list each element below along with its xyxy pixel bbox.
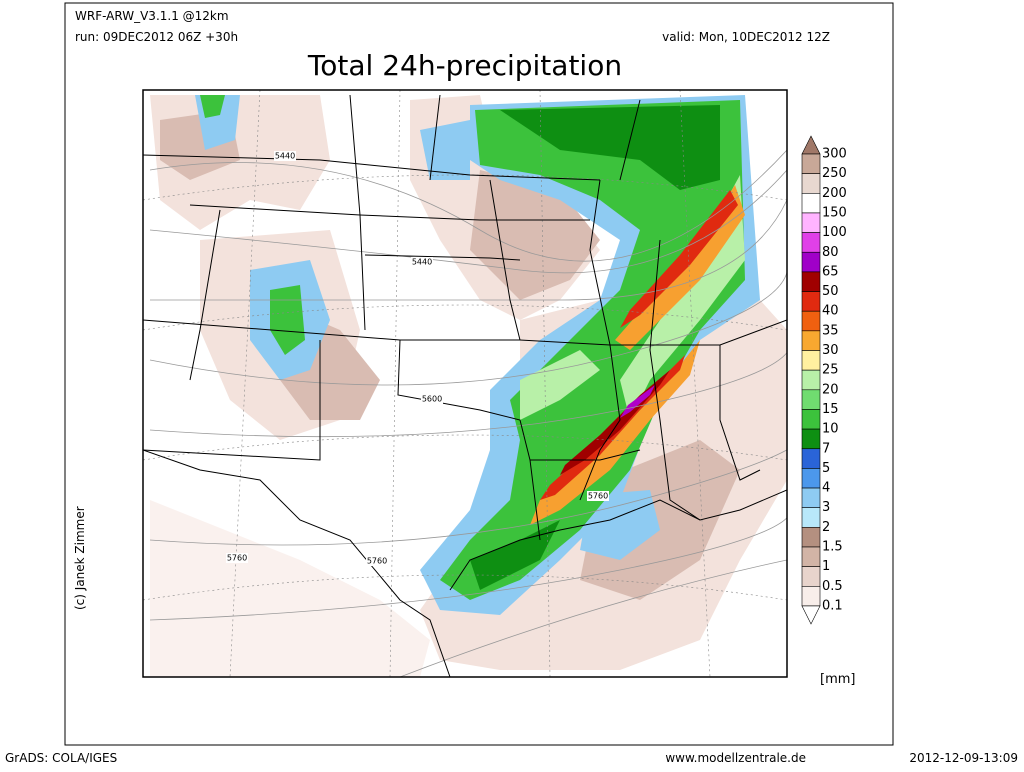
contour-label: 5760 (227, 554, 247, 563)
legend-swatch (801, 291, 821, 312)
map-area (143, 90, 787, 677)
legend-label: 15 (822, 402, 839, 417)
legend-swatch (801, 232, 821, 253)
legend-label: 2 (822, 520, 830, 535)
legend-swatch (801, 546, 821, 567)
legend-swatch (801, 389, 821, 410)
contour-labels: 5440 5440 5600 5760 5760 5760 (226, 151, 609, 566)
legend-swatch (801, 409, 821, 430)
footer-website: www.modellzentrale.de (665, 751, 806, 765)
legend-swatch (801, 350, 821, 371)
legend-label: 50 (822, 284, 839, 299)
legend-label: 200 (822, 186, 847, 201)
borders (143, 94, 787, 677)
legend-label: 1.5 (822, 540, 843, 555)
contour-label: 5440 (412, 258, 432, 267)
contour-label-box (274, 151, 296, 161)
legend-swatch (801, 448, 821, 469)
model-label: WRF-ARW_V3.1.1 @12km (75, 9, 229, 23)
contour-label: 5760 (588, 492, 608, 501)
contour-label-box (226, 553, 248, 563)
legend-label: 20 (822, 382, 839, 397)
legend-label: 80 (822, 245, 839, 260)
legend-label: 25 (822, 363, 839, 378)
legend-cap-bottom (801, 605, 821, 625)
legend-swatch (801, 153, 821, 174)
contour-label-box (366, 556, 388, 566)
legend-label: 7 (822, 441, 830, 456)
legend-unit: [mm] (820, 672, 855, 687)
legend-label: 65 (822, 264, 839, 279)
legend-swatch (801, 193, 821, 214)
legend-label: 4 (822, 481, 830, 496)
legend-swatch (801, 310, 821, 332)
precip-purple (620, 385, 655, 418)
contour-label-box (411, 257, 433, 267)
legend-swatch (801, 330, 821, 351)
contour-label: 5440 (275, 152, 295, 161)
height-contours (149, 149, 787, 677)
legend-label: 100 (822, 225, 847, 240)
legend-label: 0.1 (822, 598, 843, 613)
legend-label: 35 (822, 323, 839, 338)
legend-label: 250 (822, 166, 847, 181)
legend-label: 1 (822, 559, 830, 574)
contour-label: 5600 (422, 395, 442, 404)
legend-swatch (801, 251, 821, 273)
legend-label: 150 (822, 205, 847, 220)
title: Total 24h-precipitation (307, 49, 622, 82)
legend-label: 10 (822, 422, 839, 437)
graticule (143, 90, 787, 677)
legend-swatch (801, 173, 821, 194)
legend-label: 5 (822, 461, 830, 476)
copyright: (c) Janek Zimmer (73, 506, 87, 610)
legend-label: 40 (822, 304, 839, 319)
contour-label-box (421, 394, 443, 404)
legend-swatch (801, 468, 821, 489)
legend-swatch (801, 428, 821, 450)
legend-label: 300 (822, 147, 847, 162)
footer-timestamp: 2012-12-09-13:09 (909, 751, 1018, 765)
legend-label: 3 (822, 500, 830, 515)
legend-label: 30 (822, 343, 839, 358)
legend-swatch (801, 507, 821, 528)
legend-swatch (801, 527, 821, 548)
valid-label: valid: Mon, 10DEC2012 12Z (662, 30, 830, 44)
legend-swatch (801, 487, 821, 508)
legend-label: 0.5 (822, 579, 843, 594)
contour-label-box (587, 491, 609, 501)
map-frame (142, 89, 788, 678)
precip-dark-green (470, 105, 720, 590)
contour-label: 5760 (367, 557, 387, 566)
legend-swatch (801, 212, 821, 233)
run-label: run: 09DEC2012 06Z +30h (75, 30, 238, 44)
precip-green (200, 95, 745, 600)
legend-swatch (801, 585, 821, 607)
legend: 300 250 200 150 100 80 65 50 40 35 30 25 20 15 10 7 5 4 3 2… (801, 135, 847, 625)
footer-software: GrADS: COLA/IGES (5, 751, 117, 765)
legend-swatch (801, 369, 821, 391)
legend-swatch (801, 271, 821, 292)
legend-swatch (801, 566, 821, 587)
